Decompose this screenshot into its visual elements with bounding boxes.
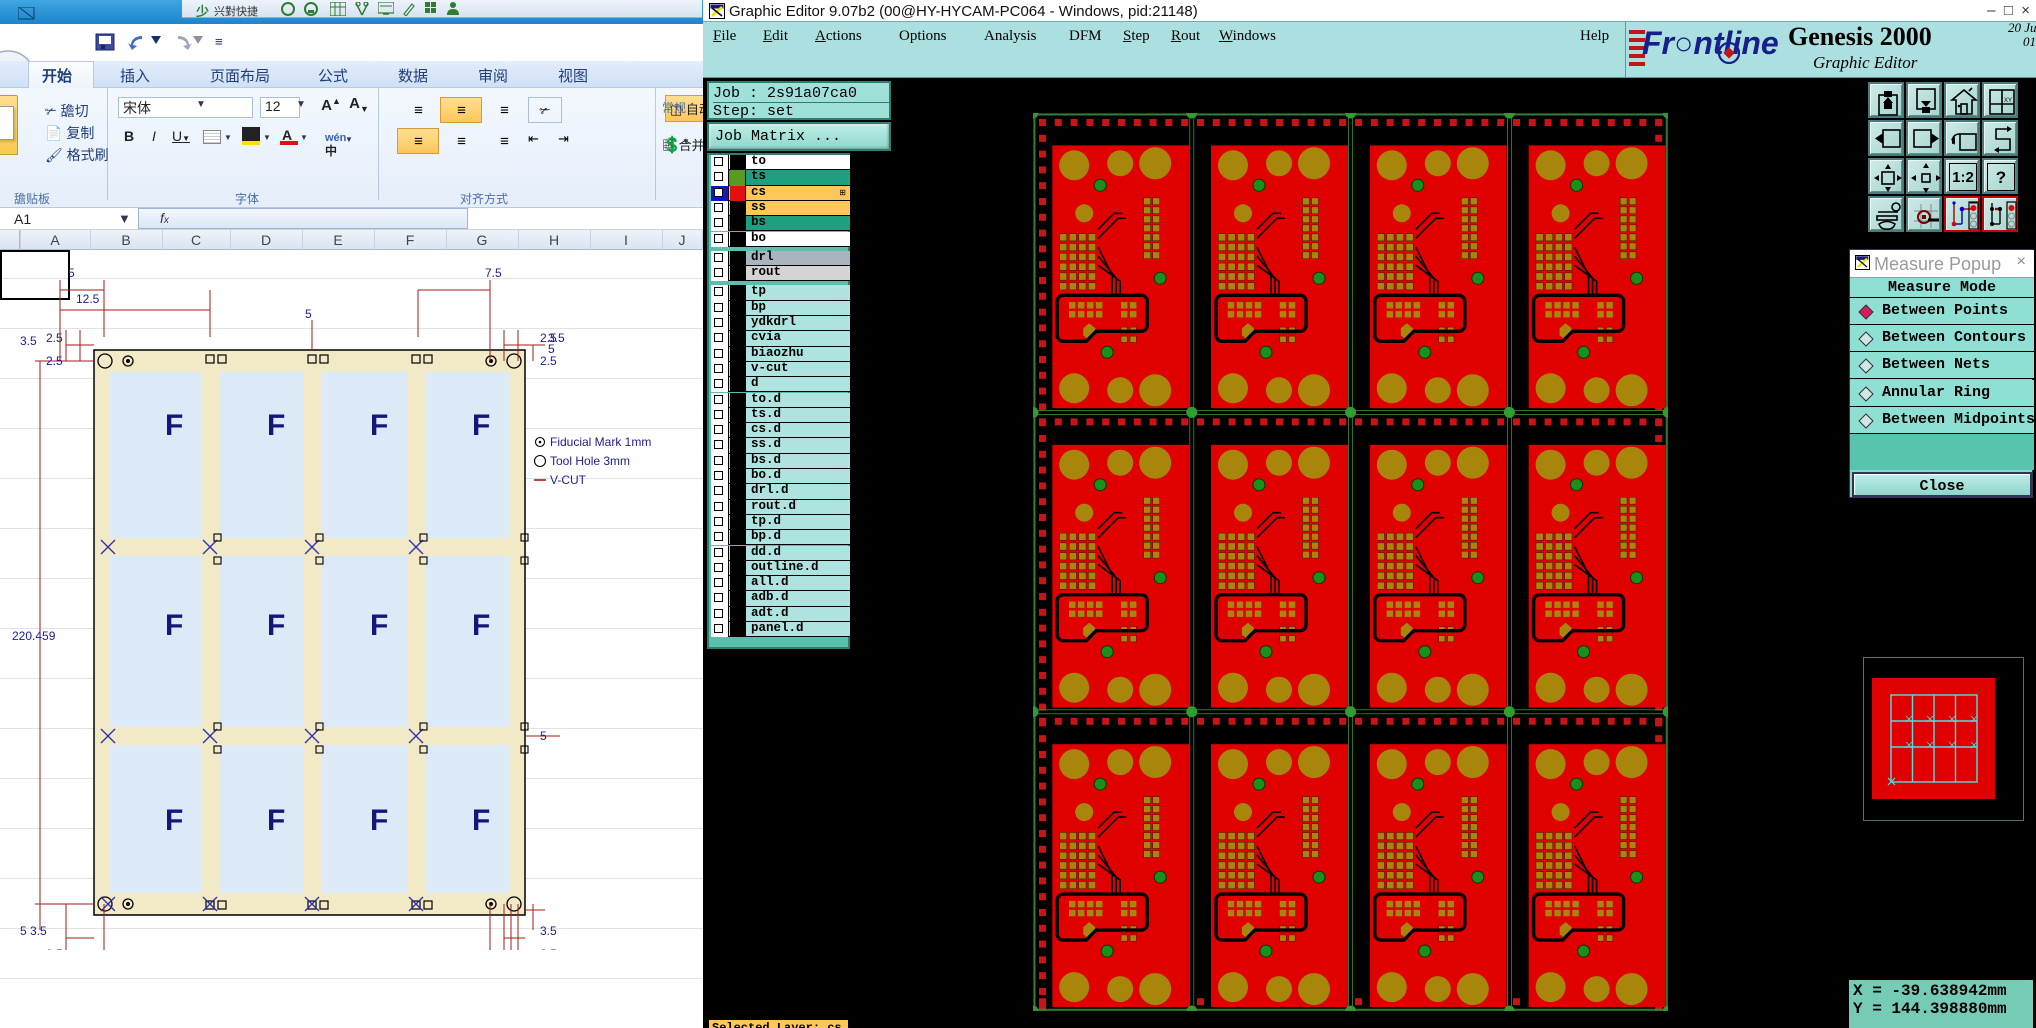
svg-text:V-CUT: V-CUT [550, 473, 587, 487]
svg-text:2.5: 2.5 [46, 947, 63, 950]
svg-text:7.5: 7.5 [485, 266, 502, 280]
svg-text:12.5: 12.5 [76, 292, 100, 306]
svg-text:2.5: 2.5 [540, 354, 557, 368]
svg-text:XY: XY [2004, 98, 2012, 104]
svg-text:F: F [165, 804, 183, 837]
svg-text:2.5: 2.5 [540, 947, 557, 950]
svg-text:3.5: 3.5 [20, 334, 37, 348]
svg-text:F: F [370, 409, 388, 442]
svg-text:F: F [165, 609, 183, 642]
svg-text:F: F [370, 609, 388, 642]
svg-text:F: F [472, 804, 490, 837]
svg-text:F: F [165, 409, 183, 442]
svg-text:220.459: 220.459 [12, 629, 56, 643]
svg-text:5: 5 [548, 342, 555, 356]
svg-text:F: F [267, 804, 285, 837]
svg-text:F: F [267, 609, 285, 642]
svg-text:2.5: 2.5 [46, 331, 63, 345]
svg-text:3.5: 3.5 [540, 924, 557, 938]
svg-text:Tool Hole 3mm: Tool Hole 3mm [550, 454, 630, 468]
svg-text:5: 5 [68, 266, 75, 280]
svg-text:F: F [267, 409, 285, 442]
svg-text:5: 5 [305, 307, 312, 321]
svg-text:F: F [472, 409, 490, 442]
svg-text:5: 5 [20, 924, 27, 938]
svg-text:Fiducial Mark 1mm: Fiducial Mark 1mm [550, 435, 651, 449]
svg-text:3.5: 3.5 [30, 924, 47, 938]
svg-text:2.5: 2.5 [46, 354, 63, 368]
svg-text:F: F [472, 609, 490, 642]
svg-text:F: F [370, 804, 388, 837]
svg-text:5: 5 [540, 729, 547, 743]
